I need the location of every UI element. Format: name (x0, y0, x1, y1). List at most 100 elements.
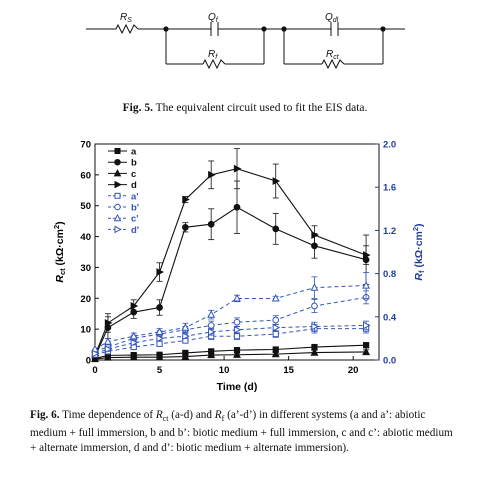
data-point (272, 177, 281, 185)
data-point (104, 319, 113, 327)
data-point (272, 323, 281, 332)
y-left-tick-label: 50 (80, 201, 91, 212)
fig5-caption-text: The equivalent circuit used to fit the E… (155, 102, 368, 114)
series-c (91, 347, 371, 363)
data-point (156, 268, 165, 277)
y-right-tick-label: 1.2 (383, 226, 396, 237)
fig6-caption-rct-sub: ct (162, 414, 169, 424)
node-3 (281, 26, 287, 32)
data-point (207, 322, 215, 329)
y-right-tick-label: 2.0 (383, 140, 396, 151)
fig6-label: Fig. 6. (30, 409, 60, 421)
data-point (129, 352, 138, 361)
axes-group: 0 5 10 15 20 0 10 20 30 40 50 60 70 0.0 0.4 0.8 1.2 1.6 2.… (80, 140, 397, 377)
legend-label: d' (131, 225, 139, 236)
legend-label: a' (131, 191, 139, 202)
legend-marker (114, 148, 121, 154)
x-axis-label: Time (d) (217, 381, 258, 393)
fig5-label: Fig. 5. (122, 102, 153, 114)
data-point (271, 349, 280, 358)
data-point (208, 327, 216, 336)
y-left-tick-label: 30 (80, 263, 91, 274)
data-point (130, 302, 139, 310)
rct-rf-time-chart: 0 5 10 15 20 0 10 20 30 40 50 60 70 0.0 0.4 0.8 1.2 1.6 2.… (52, 140, 426, 394)
y-right-tick-label: 0.4 (383, 312, 397, 323)
data-point (310, 348, 319, 356)
data-point (310, 283, 319, 291)
data-point (181, 352, 190, 360)
data-point (271, 293, 280, 302)
label-qf: Qf (208, 12, 219, 24)
data-point (155, 327, 164, 336)
label-rs: RS (120, 12, 132, 24)
data-point (311, 302, 318, 310)
data-point (91, 354, 99, 363)
data-point (182, 223, 189, 231)
legend-label: c (131, 169, 136, 180)
fig6-caption-part1: Time dependence of (62, 409, 156, 421)
legend-label: b' (131, 203, 139, 214)
fig5-caption: Fig. 5. The equivalent circuit used to f… (30, 101, 460, 116)
legend-label: a (131, 147, 137, 158)
y-left-tick-label: 10 (80, 325, 91, 336)
label-rf: Rf (208, 49, 218, 61)
data-point (233, 350, 241, 358)
legend-label: d (131, 180, 137, 191)
data-point (155, 352, 164, 361)
data-point (103, 337, 112, 345)
fig6-caption: Fig. 6. Time dependence of Rct (a-d) and… (30, 408, 460, 456)
fig6-caption-rf: R (214, 409, 222, 421)
legend-marker (113, 169, 122, 177)
series-line (94, 284, 367, 350)
legend-marker (114, 180, 122, 189)
label-qdl: Qdl (325, 12, 339, 24)
data-point (208, 170, 216, 179)
data-point (233, 333, 241, 340)
legend-marker (114, 203, 121, 211)
legend-label: c' (131, 214, 139, 225)
legend-label: b (131, 158, 137, 169)
legend-marker (114, 192, 121, 199)
data-point (233, 203, 241, 211)
fig6-caption-rct: R (155, 409, 163, 421)
data-point (233, 293, 241, 302)
data-point (272, 316, 280, 324)
data-point (207, 220, 215, 228)
data-point (272, 225, 280, 233)
series-line (94, 344, 367, 359)
series-cprime (91, 272, 371, 353)
y-right-tick-label: 1.6 (383, 183, 396, 194)
data-point (182, 332, 190, 341)
x-tick-label: 10 (219, 365, 230, 376)
data-point (207, 310, 216, 318)
plot-frame (94, 143, 380, 361)
x-tick-label: 0 (92, 365, 97, 376)
fig6-caption-part3: (a’-d’) in different systems (a and a’: … (30, 409, 453, 455)
y-left-tick-label: 40 (80, 232, 91, 243)
legend-marker (113, 213, 122, 222)
y-right-tick-label: 0.0 (383, 356, 396, 367)
data-point (130, 338, 139, 347)
data-point (182, 195, 190, 204)
x-tick-label: 15 (283, 365, 294, 376)
series-dprime (91, 320, 371, 358)
legend-marker (114, 225, 122, 234)
data-point (362, 347, 371, 356)
data-point (233, 318, 241, 326)
series-line (94, 351, 367, 360)
data-point (362, 251, 371, 260)
data-point (103, 353, 112, 361)
data-point (362, 281, 371, 289)
data-point (311, 322, 319, 331)
data-point (362, 321, 371, 330)
node-4 (380, 26, 386, 32)
series-line (94, 206, 367, 358)
y-left-tick-label: 0 (86, 356, 91, 367)
data-point (91, 349, 100, 358)
equivalent-circuit-diagram: RS Qf Rf Qdl Rct (86, 12, 405, 70)
data-point (311, 231, 319, 239)
label-rct: Rct (326, 49, 340, 61)
series-line (94, 168, 367, 356)
data-point (181, 323, 190, 331)
